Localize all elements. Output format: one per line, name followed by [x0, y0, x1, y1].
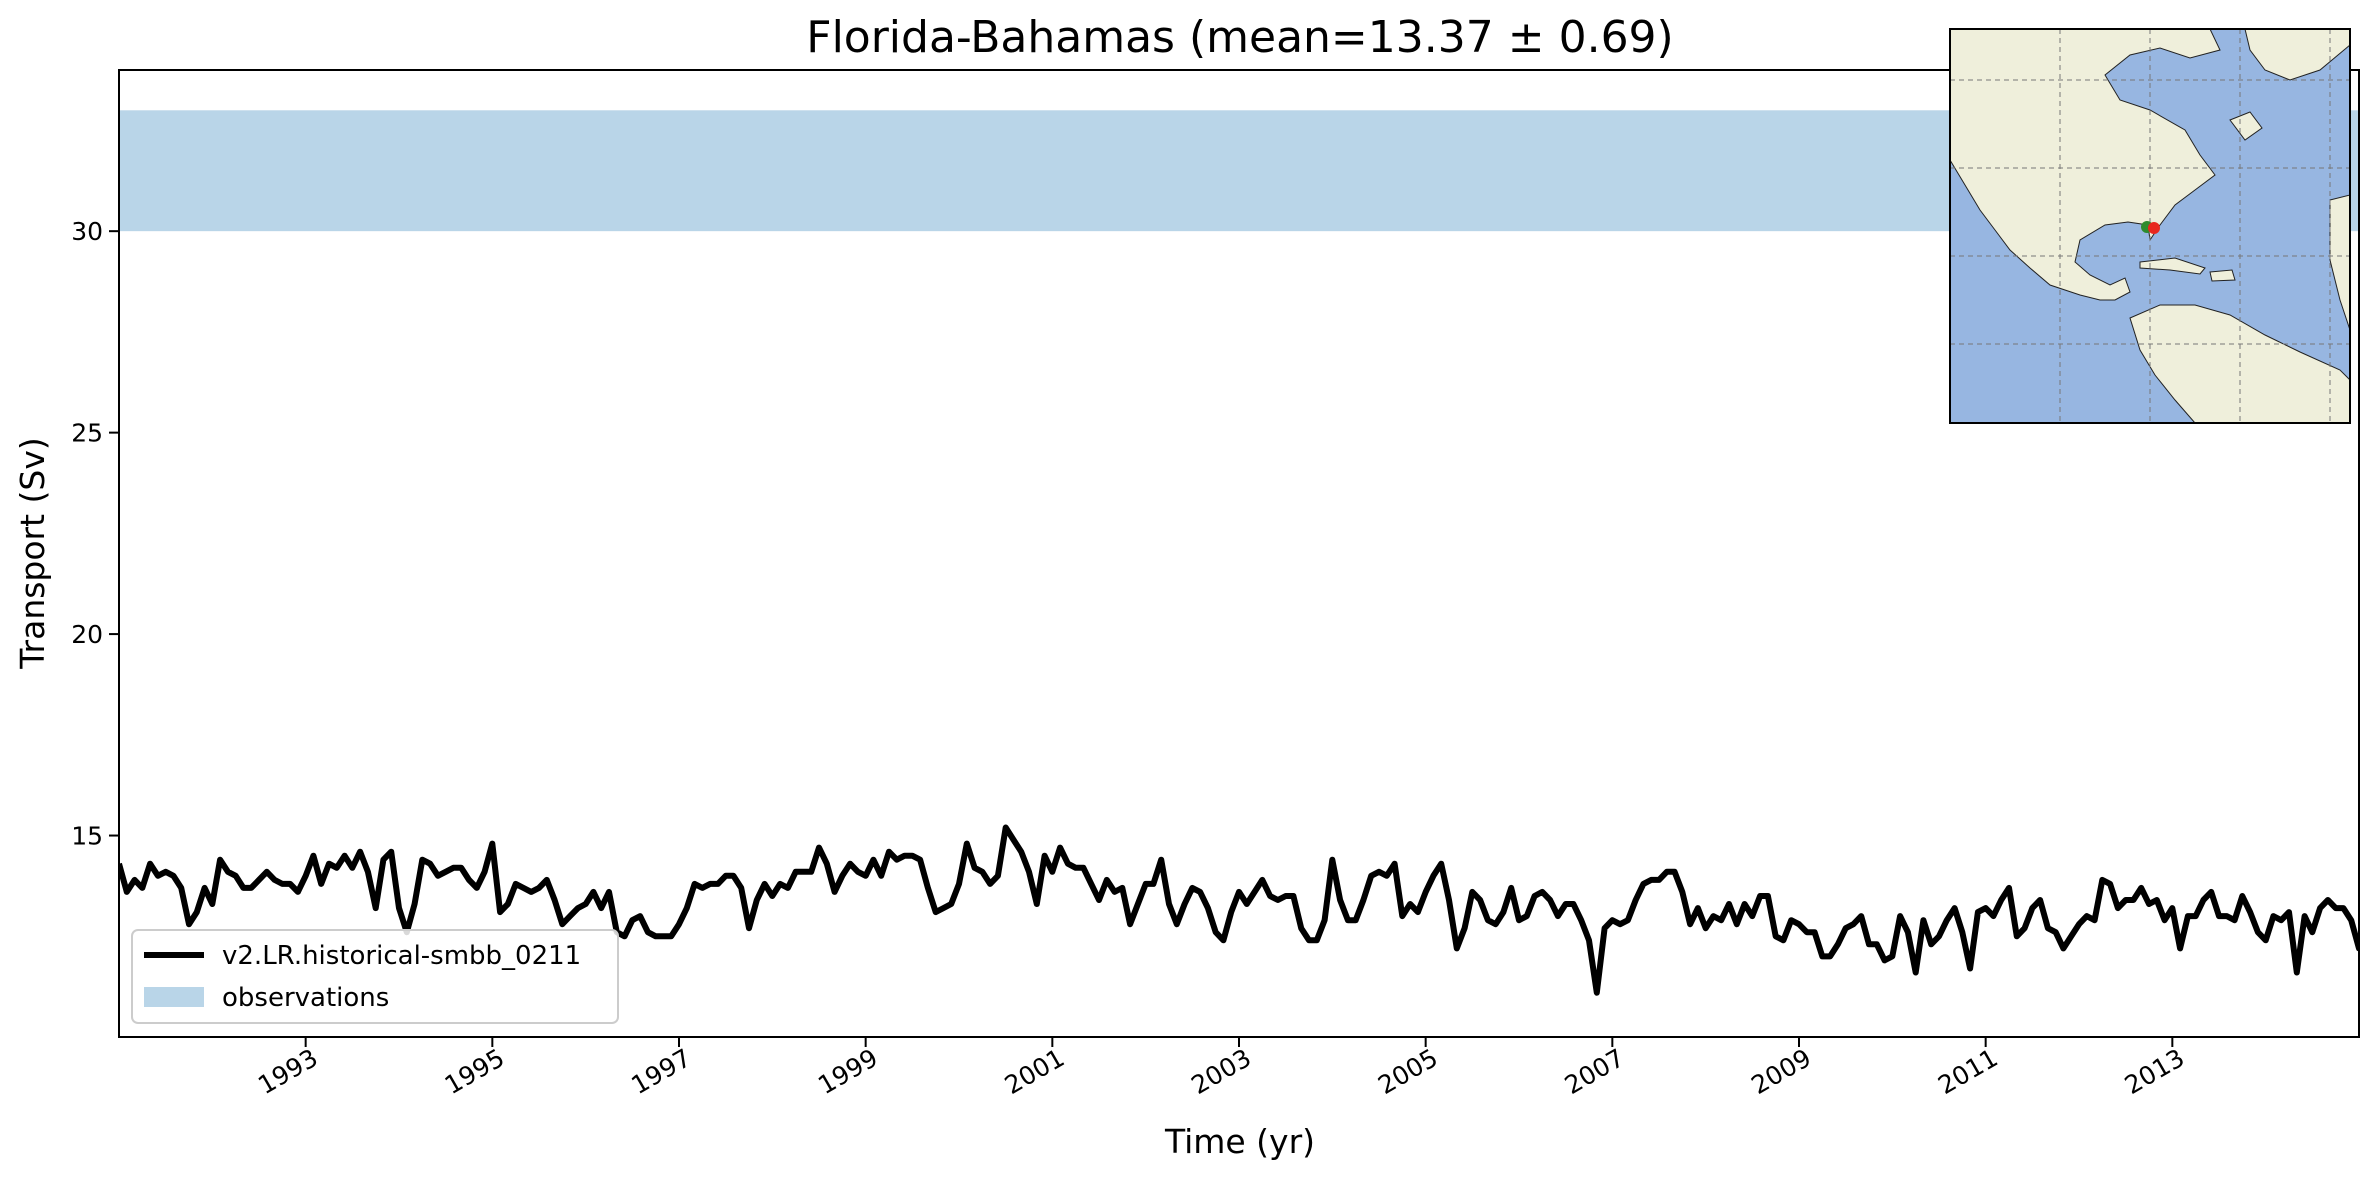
map-land-newfoundland	[2229, 111, 2263, 141]
legend-label-observations: observations	[222, 983, 389, 1013]
legend: v2.LR.historical-smbb_0211 observations	[131, 929, 619, 1024]
map-marker-red	[2148, 222, 2160, 234]
y-axis-label: Transport (Sv)	[13, 437, 52, 670]
y-tick-label: 30	[71, 217, 103, 246]
chart-title: Florida-Bahamas (mean=13.37 ± 0.69)	[806, 12, 1673, 63]
y-tick-label: 15	[71, 822, 103, 851]
map-land-greenland	[2244, 29, 2350, 81]
x-axis-label: Time (yr)	[1164, 1122, 1315, 1161]
map-frame	[1949, 28, 2351, 424]
series-line	[119, 824, 2359, 996]
legend-observations-swatch	[144, 987, 204, 1007]
world-map-icon	[1949, 28, 2351, 424]
legend-label-series: v2.LR.historical-smbb_0211	[222, 941, 581, 971]
map-land-hispaniola	[2209, 269, 2236, 282]
y-tick-label: 20	[71, 620, 103, 649]
y-axis-ticks: 15 20 25 30	[71, 217, 119, 851]
y-tick-label: 25	[71, 419, 103, 448]
legend-frame	[131, 929, 619, 1024]
map-gridlines	[1950, 29, 2350, 423]
map-land-cuba	[2139, 257, 2206, 275]
